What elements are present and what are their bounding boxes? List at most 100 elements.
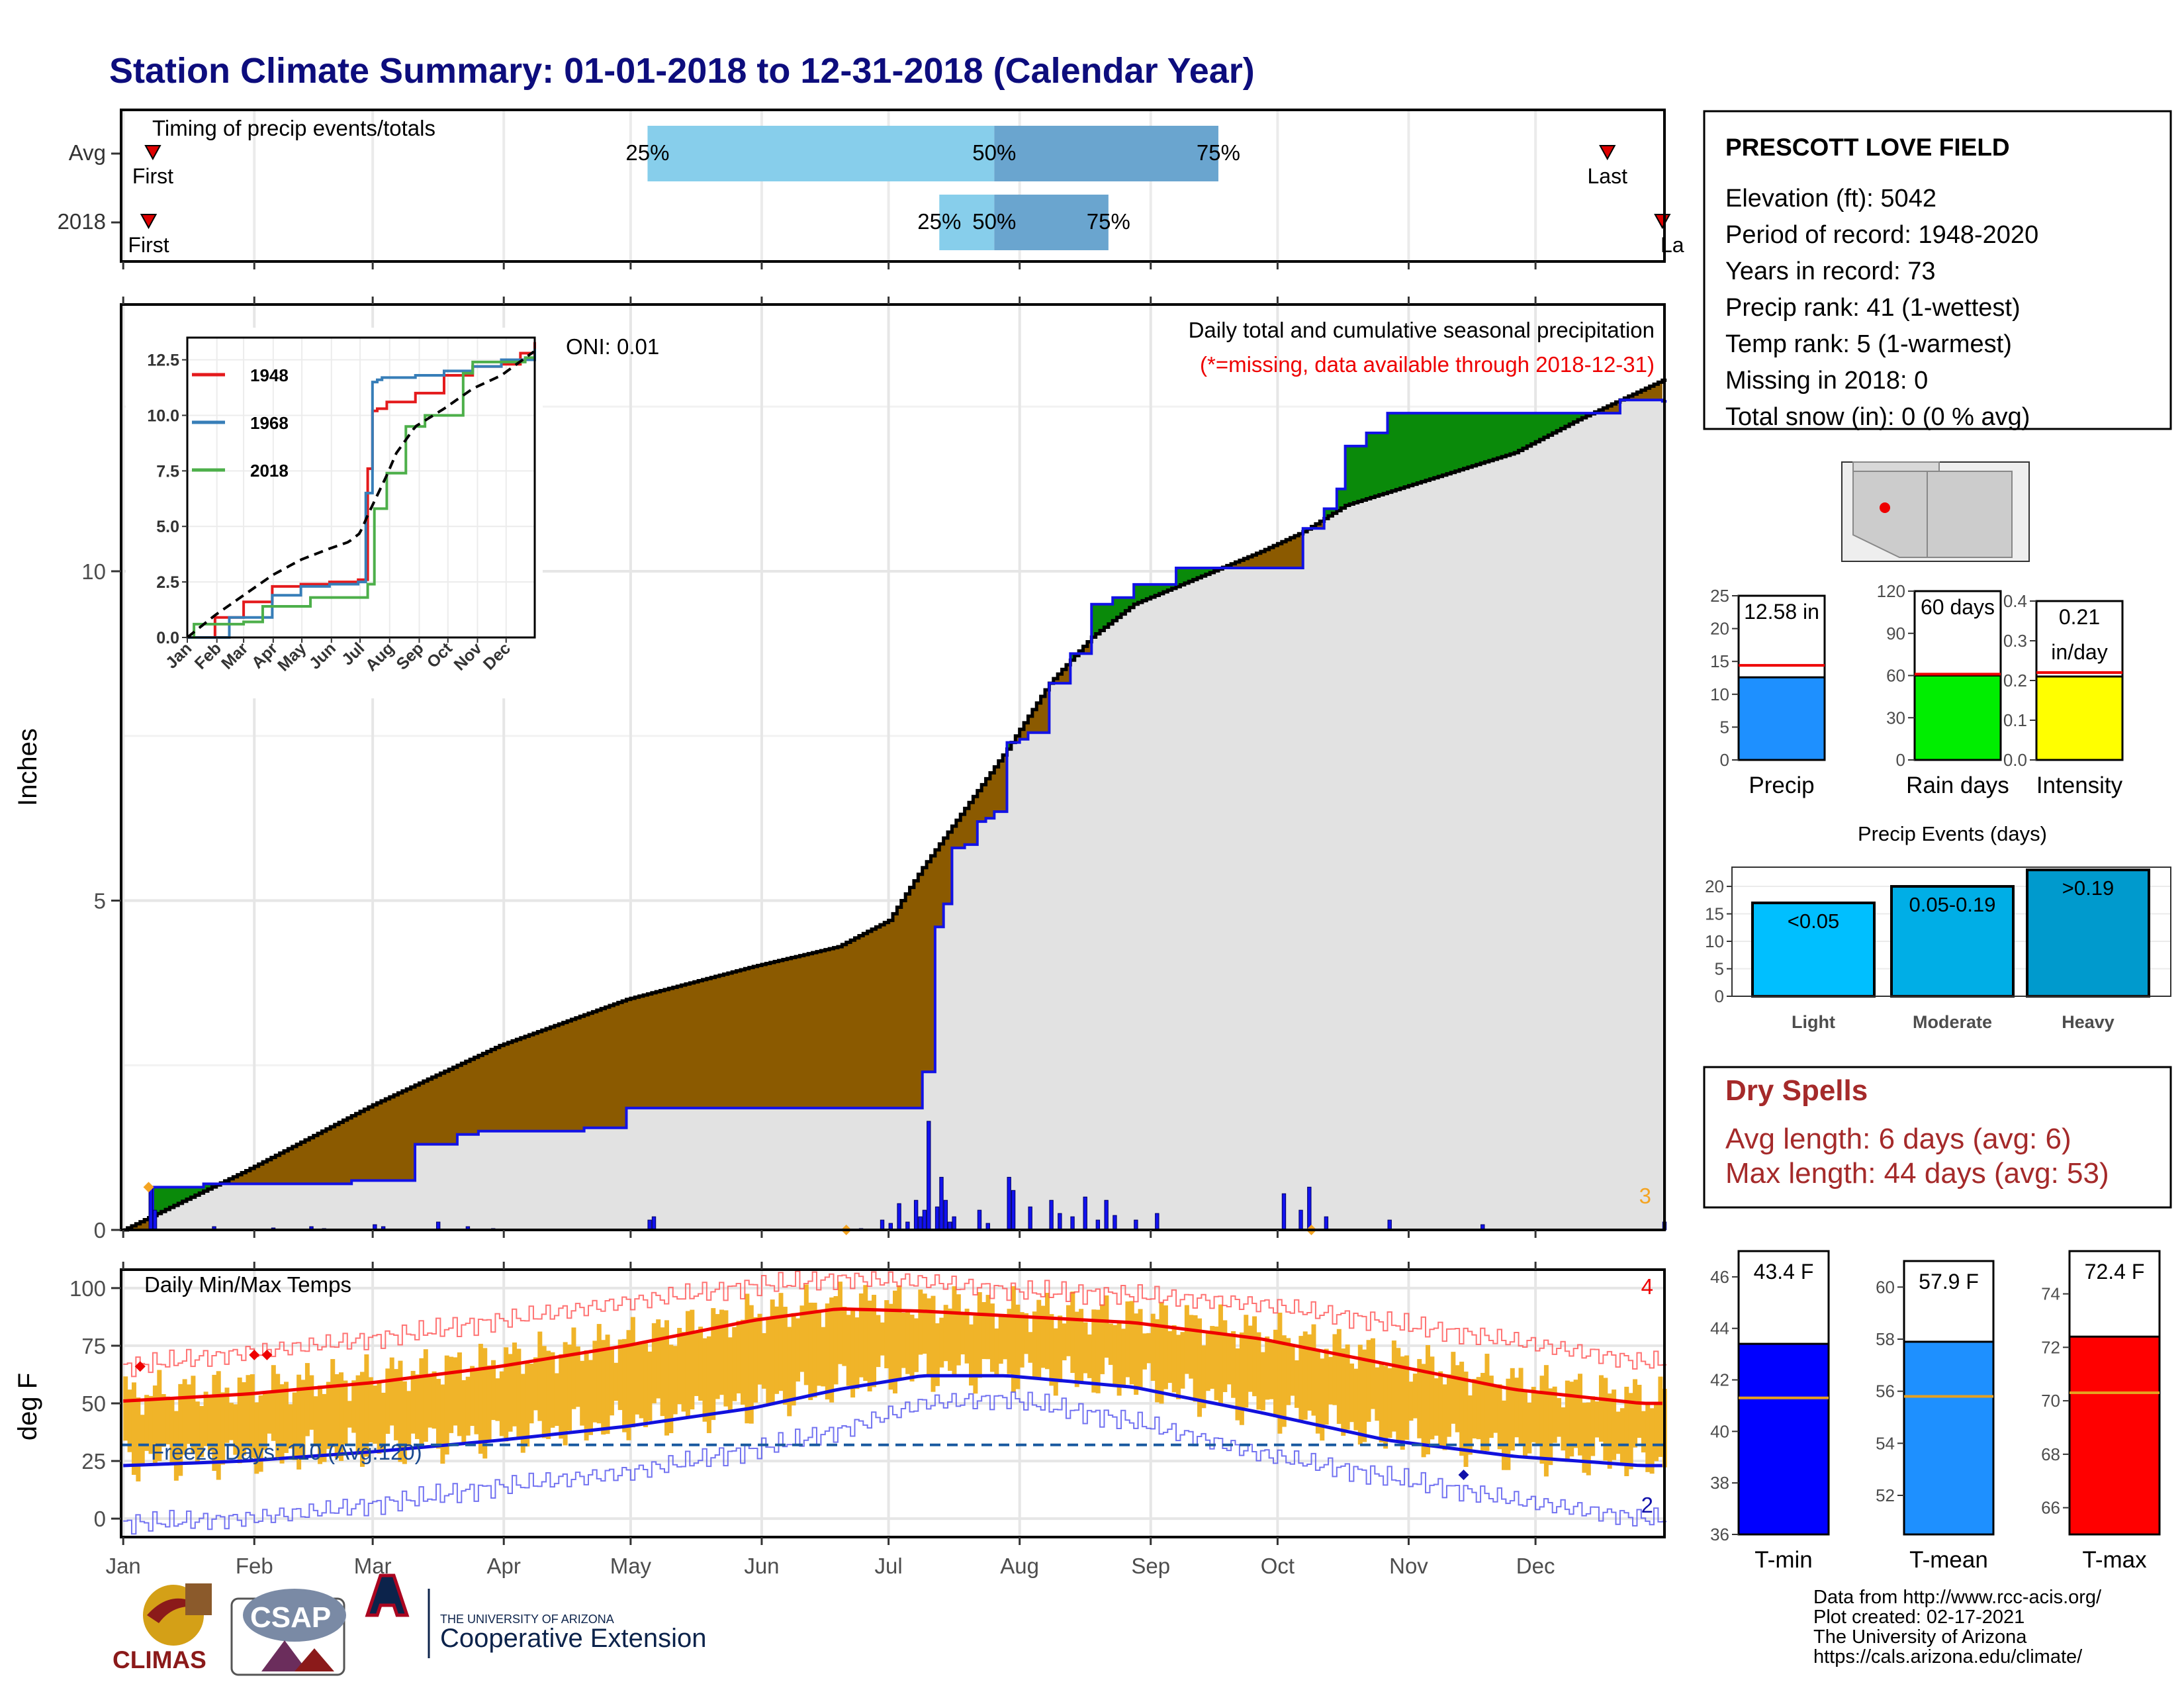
daily-temp-bar [842, 1307, 847, 1366]
daily-temp-bar [1637, 1384, 1642, 1438]
station-name: PRESCOTT LOVE FIELD [1725, 134, 2010, 161]
daily-temp-bar [1070, 1291, 1075, 1374]
daily-precip-bar [1028, 1206, 1032, 1231]
temp-bar-tick-label: 44 [1710, 1319, 1729, 1338]
daily-temp-bar [1624, 1386, 1629, 1476]
daily-temp-bar [1159, 1302, 1164, 1404]
precip-events-tick-label: 5 [1715, 959, 1724, 979]
daily-temp-bar [1315, 1351, 1320, 1434]
daily-temp-bar [960, 1314, 966, 1355]
daily-temp-bar [1645, 1402, 1651, 1472]
daily-temp-bar [1273, 1329, 1279, 1418]
station-info-box: PRESCOTT LOVE FIELD Elevation (ft): 5042… [1703, 110, 2172, 431]
daily-temp-bar [702, 1338, 707, 1422]
daily-precip-bar [1011, 1190, 1016, 1231]
daily-temp-bar [195, 1401, 200, 1463]
month-label: Oct [1261, 1554, 1295, 1578]
daily-precip-bar [1058, 1213, 1062, 1231]
daily-temp-bar [318, 1385, 323, 1464]
daily-temp-bar [905, 1309, 911, 1374]
station-elevation: Elevation (ft): 5042 [1725, 185, 1936, 212]
daily-precip-bar [1049, 1199, 1054, 1231]
daily-temp-bar [1379, 1363, 1384, 1443]
daily-temp-bar [242, 1382, 247, 1456]
daily-temp-bar [1522, 1389, 1527, 1456]
credit-url: https://cals.arizona.edu/climate/ [1813, 1646, 2083, 1667]
daily-temp-bar [952, 1286, 957, 1376]
daily-temp-bar [453, 1357, 458, 1426]
daily-precip-bar [1298, 1209, 1303, 1231]
daily-temp-bar [326, 1382, 331, 1449]
daily-temp-bar [148, 1395, 154, 1454]
daily-temp-bar [1506, 1378, 1511, 1470]
daily-temp-bar [1138, 1309, 1143, 1389]
daily-temp-bar [1633, 1379, 1638, 1448]
daily-temp-bar [1341, 1348, 1346, 1436]
mini-bar-value: 0.21 [2059, 605, 2100, 629]
record-high-line [123, 1270, 1667, 1378]
daily-temp-bar [1430, 1356, 1435, 1440]
precip-corner-count: 3 [1639, 1184, 1651, 1208]
temp-bar-tick-label: 36 [1710, 1524, 1729, 1544]
dry-spells-max: Max length: 44 days (avg: 53) [1725, 1157, 2109, 1190]
daily-temp-bar [1269, 1340, 1274, 1399]
mini-bar-value: 12.58 in [1744, 600, 1819, 624]
daily-temp-bar [1510, 1368, 1515, 1451]
daily-temp-bar [457, 1352, 462, 1436]
daily-temp-bar [1391, 1340, 1396, 1432]
daily-temp-bar [989, 1303, 995, 1372]
inset-legend-label: 1968 [250, 413, 289, 433]
daily-temp-bar [1184, 1305, 1189, 1374]
freeze-days-label: Freeze Days: 110 (Avg:120) [151, 1440, 422, 1464]
daily-temp-bar [275, 1374, 281, 1460]
temp-bar-label: T-mean [1909, 1547, 1988, 1573]
daily-temp-bar [934, 1323, 940, 1386]
inset-y-tick-label: 5.0 [156, 518, 179, 536]
timing-bar-25-50 [647, 126, 995, 181]
daily-precip-bar [1155, 1213, 1160, 1231]
daily-temp-bar [1438, 1371, 1443, 1446]
precip-event-category: Moderate [1913, 1012, 1992, 1032]
daily-temp-bar [1463, 1372, 1469, 1467]
daily-temp-bar [1332, 1334, 1338, 1405]
daily-precip-bar [651, 1216, 657, 1231]
inset-frame [186, 336, 536, 639]
daily-temp-bar [1598, 1375, 1604, 1442]
daily-temp-bar [444, 1355, 449, 1455]
daily-temp-bar [922, 1293, 927, 1354]
daily-temp-bar [461, 1380, 467, 1444]
daily-temp-bar [1383, 1366, 1388, 1449]
daily-precip-bar [1070, 1216, 1075, 1231]
daily-temp-bar [774, 1306, 780, 1394]
daily-temp-bar [169, 1399, 175, 1463]
mini-bar-tick-label: 10 [1710, 684, 1729, 704]
daily-temp-bar [711, 1308, 716, 1421]
daily-temp-bar [1100, 1304, 1105, 1374]
daily-temp-bar [821, 1327, 826, 1387]
daily-temp-bar [630, 1317, 635, 1428]
daily-temp-bar [495, 1378, 500, 1421]
credits: Data from http://www.rcc-acis.org/ Plot … [1813, 1587, 2102, 1667]
daily-temp-bar [1480, 1372, 1486, 1451]
daily-temp-bar [1252, 1316, 1257, 1397]
record-low-line [123, 1391, 1667, 1535]
daily-temp-bar [1615, 1411, 1621, 1454]
daily-temp-bar [766, 1318, 771, 1403]
daily-temp-bar [1235, 1348, 1240, 1421]
temp-bar-tick-label: 58 [1876, 1329, 1895, 1349]
mini-bar-tick-label: 0 [1720, 750, 1729, 770]
daily-temp-bar [512, 1342, 517, 1427]
daily-temp-bar [1362, 1349, 1367, 1442]
daily-temp-bar [1019, 1312, 1024, 1368]
mini-bar-label: Rain days [1906, 773, 2009, 798]
mini-bar-tick-label: 60 [1886, 666, 1905, 686]
temp-bar-tick-label: 60 [1876, 1277, 1895, 1297]
daily-precip-bar [1307, 1186, 1312, 1231]
daily-temp-bar [850, 1307, 856, 1398]
daily-temp-bar [1565, 1380, 1570, 1462]
temp-bar-value: 43.4 F [1754, 1260, 1814, 1284]
precip-event-bar-label: >0.19 [2062, 876, 2114, 900]
daily-temp-bar [1277, 1312, 1283, 1434]
precip-event-bar-label: 0.05-0.19 [1909, 893, 1996, 916]
daily-temp-bar [588, 1360, 593, 1435]
